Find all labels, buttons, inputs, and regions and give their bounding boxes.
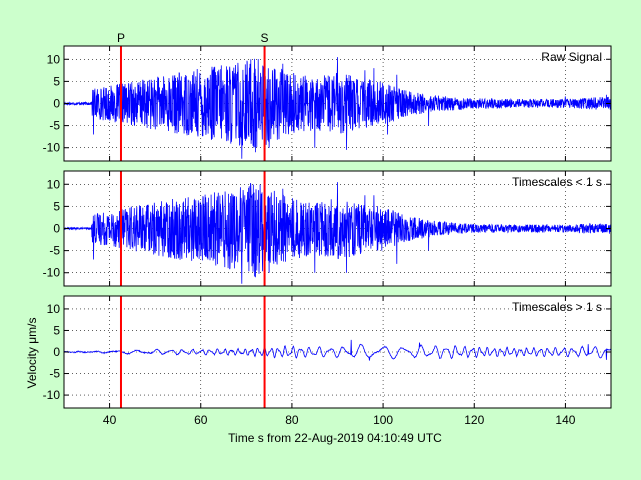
signal-trace bbox=[63, 57, 612, 159]
y-tick-label: 10 bbox=[47, 177, 61, 191]
y-tick-label: 0 bbox=[53, 345, 60, 359]
signal-trace bbox=[63, 339, 612, 361]
x-tick-label: 40 bbox=[103, 413, 117, 427]
y-tick-label: -10 bbox=[43, 141, 61, 155]
x-axis-label: Time s from 22-Aug-2019 04:10:49 UTC bbox=[228, 431, 442, 445]
x-tick-label: 100 bbox=[373, 413, 393, 427]
y-tick-label: 5 bbox=[53, 199, 60, 213]
panel-2: -10 -5 0 5 10 Timescales < 1 s bbox=[43, 170, 612, 287]
x-tick-label: 60 bbox=[194, 413, 208, 427]
x-tick-label: 120 bbox=[464, 413, 484, 427]
y-tick-label: -5 bbox=[49, 367, 60, 381]
signal-trace bbox=[63, 182, 612, 284]
y-tick-label: -10 bbox=[43, 388, 61, 402]
panel-title: Raw Signal bbox=[541, 50, 602, 64]
y-tick-label: 10 bbox=[47, 302, 61, 316]
x-tick-label: 80 bbox=[285, 413, 299, 427]
panel-3: -10 -5 0 5 10 40 60 80 100 120 140 Timescales > 1 s bbox=[43, 295, 612, 427]
y-tick-label: 10 bbox=[47, 52, 61, 66]
panel-title: Timescales < 1 s bbox=[512, 175, 602, 189]
y-tick-label: 5 bbox=[53, 74, 60, 88]
panel-title: Timescales > 1 s bbox=[512, 300, 602, 314]
phase-label-s: S bbox=[261, 31, 269, 45]
y-tick-label: -5 bbox=[49, 119, 60, 133]
y-tick-label: -10 bbox=[43, 266, 61, 280]
y-tick-label: -5 bbox=[49, 244, 60, 258]
y-axis-label: Velocity μm/s bbox=[25, 318, 39, 389]
y-tick-label: 0 bbox=[53, 97, 60, 111]
y-tick-label: 0 bbox=[53, 222, 60, 236]
phase-label-p: P bbox=[117, 31, 125, 45]
panels: P S -10 -5 0 5 10 Raw Signal -10 -5 0 5 10 Timescales… bbox=[43, 31, 612, 427]
plot-area bbox=[64, 296, 611, 408]
x-tick-label: 140 bbox=[555, 413, 575, 427]
panel-1: P S -10 -5 0 5 10 Raw Signal bbox=[43, 31, 612, 162]
y-tick-label: 5 bbox=[53, 323, 60, 337]
